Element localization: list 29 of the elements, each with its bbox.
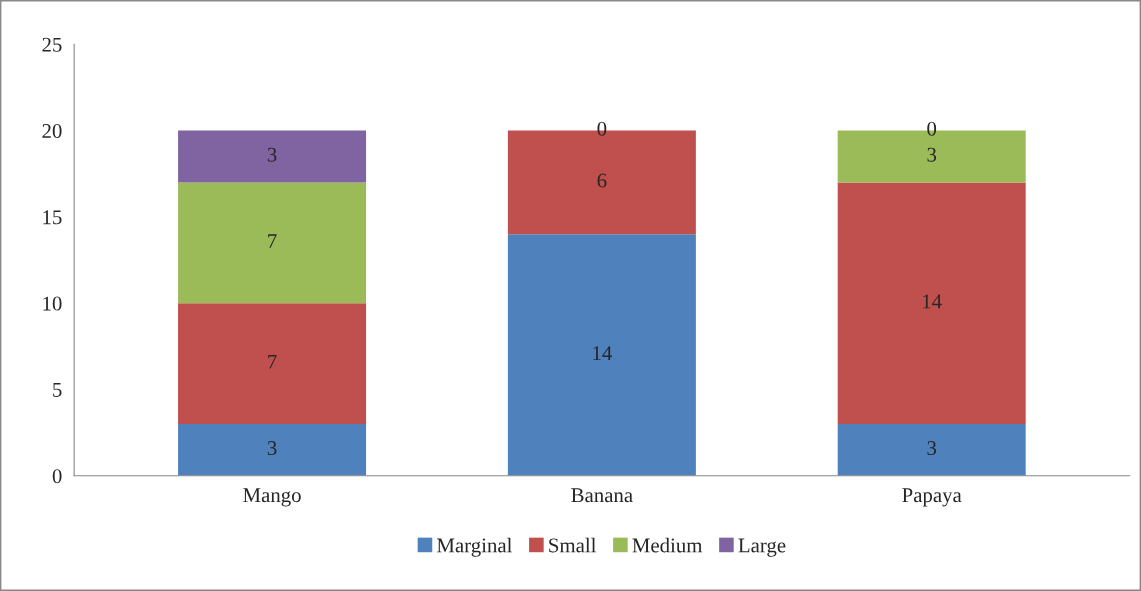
x-tick-label: Banana bbox=[571, 488, 633, 503]
legend-label: Large bbox=[738, 538, 786, 557]
y-tick-label: 20 bbox=[42, 123, 62, 139]
data-label: 3 bbox=[927, 147, 937, 162]
y-tick-label: 15 bbox=[43, 210, 62, 225]
data-label: 7 bbox=[268, 354, 277, 369]
bar bbox=[507, 234, 696, 476]
data-label: 7 bbox=[268, 234, 277, 248]
bar bbox=[837, 423, 1026, 476]
legend-label: Medium bbox=[632, 537, 703, 553]
data-label: 3 bbox=[267, 147, 277, 162]
data-label: 14 bbox=[923, 294, 942, 309]
y-tick-label: 25 bbox=[42, 37, 62, 52]
data-label: 14 bbox=[593, 346, 612, 360]
bar bbox=[178, 182, 367, 304]
bar bbox=[178, 423, 367, 476]
data-label: 6 bbox=[597, 173, 607, 188]
bar bbox=[178, 130, 367, 183]
legend-label: Small bbox=[549, 537, 597, 553]
x-tick-label: Mango bbox=[243, 488, 301, 507]
y-tick-label: 0 bbox=[52, 469, 62, 484]
data-label: 3 bbox=[267, 441, 277, 456]
bar bbox=[837, 182, 1026, 424]
y-tick-label: 10 bbox=[43, 296, 62, 311]
bar bbox=[178, 303, 367, 424]
data-label: 3 bbox=[927, 441, 937, 456]
y-tick-label: 5 bbox=[53, 383, 62, 397]
x-tick-label: Papaya bbox=[902, 488, 962, 507]
legend-label: Marginal bbox=[437, 537, 512, 557]
